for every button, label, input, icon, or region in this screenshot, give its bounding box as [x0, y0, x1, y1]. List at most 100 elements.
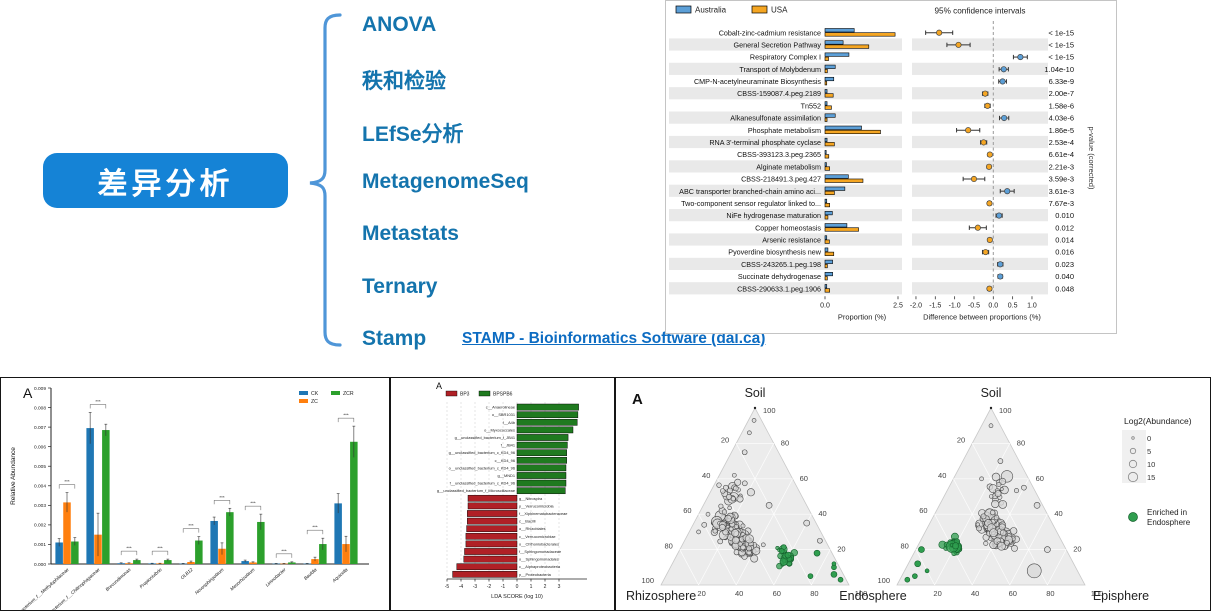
lefse-bar-row: c__Alphaproteobacteria	[456, 563, 561, 571]
abund-bar-CK	[334, 503, 342, 564]
stamp-diff-dot	[982, 90, 989, 97]
abund-bar-ZCR	[226, 512, 234, 564]
stamp-p-value: 0.010	[1055, 211, 1074, 220]
sig-stars: ***	[188, 523, 194, 528]
svg-text:0.5: 0.5	[1008, 302, 1018, 309]
lefse-taxon-label: g__unclassified_bacterium_c_KD4_96	[449, 450, 515, 455]
lefse-bar-row: g__unclassified_bacterium_f_JB41	[455, 434, 569, 441]
abund-bar-ZCR	[102, 430, 110, 564]
stamp-diff-dot	[997, 261, 1004, 268]
svg-text:0.000: 0.000	[34, 562, 46, 568]
abund-x-label: Brevundimonas	[105, 567, 133, 593]
abund-bar-CK	[272, 563, 280, 565]
stamp-row: CBSS-393123.3.peg.2365 6.61e-4	[737, 150, 1074, 159]
lefse-taxon-label: c__Verrucomicrobiae	[519, 534, 556, 539]
lefse-bar-row: o__Myxococcales	[484, 426, 574, 434]
svg-text:0.0: 0.0	[820, 302, 830, 309]
svg-text:80: 80	[664, 542, 672, 551]
size-legend-label: 0	[1147, 434, 1151, 443]
abund-bar-ZCR	[71, 541, 79, 564]
lefse-taxon-label: f__unclassified_bacterium_c_KD4_96	[450, 481, 515, 486]
stamp-bar-australia	[824, 125, 862, 130]
method-item-5: Ternary	[362, 274, 438, 298]
abund-bar-ZCR	[195, 540, 203, 564]
lefse-bar-row: f__A4b	[503, 418, 578, 426]
abundance-chart: 0.000 0.001 0.002 0.003 0.004 0.005 0.006 0.007…	[0, 385, 369, 612]
stamp-row: General Secretion Pathway < 1e-15	[734, 40, 1074, 49]
svg-text:3: 3	[558, 584, 561, 590]
svg-text:60: 60	[919, 506, 927, 515]
lefse-taxon-label: o__Myxococcales	[484, 427, 515, 432]
stamp-diff-dot	[986, 151, 993, 158]
stamp-bar-australia	[824, 284, 828, 289]
stamp-feature-label: Arsenic resistance	[762, 236, 821, 245]
stamp-feature-label: Cobalt-zinc-cadmium resistance	[719, 28, 821, 37]
lefse-bar-row: o__unclassified_bacterium_c_KD4_96	[449, 464, 567, 472]
svg-text:100: 100	[641, 576, 654, 585]
stamp-diff-dot	[997, 273, 1004, 280]
sig-bracket	[58, 484, 76, 489]
stamp-bar-australia	[824, 186, 846, 191]
stamp-p-value: 6.33e-9	[1049, 77, 1074, 86]
sig-bracket	[244, 505, 262, 511]
abund-bar-CK	[179, 563, 187, 565]
lefse-taxon-label: g__unclassified_bacterium_f_JB41	[455, 435, 515, 440]
svg-text:0.003: 0.003	[34, 503, 46, 509]
stamp-software-link[interactable]: STAMP - Bioinformatics Software (dal.ca)	[462, 330, 766, 347]
svg-text:40: 40	[702, 471, 710, 480]
stamp-bar-usa	[824, 264, 828, 269]
abund-x-label: Limnobacter	[265, 567, 287, 588]
stamp-row: CBSS-218491.3.peg.427 3.59e-3	[741, 174, 1074, 184]
svg-text:80: 80	[781, 438, 789, 447]
stamp-bar-australia	[824, 113, 836, 118]
abund-bar-ZC	[249, 562, 257, 564]
ternary-panel-letter: A	[632, 391, 643, 408]
lefse-taxon-label: f__Xiphinematobacteraceae	[519, 511, 567, 516]
stamp-bar-australia	[824, 28, 855, 33]
lefse-taxon-label: g__unclassified_bacterium_f_Microscillac…	[437, 488, 515, 493]
svg-text:80: 80	[1046, 589, 1054, 598]
stamp-xlabel-right: Difference between proportions (%)	[923, 312, 1041, 321]
svg-text:1: 1	[530, 584, 533, 590]
lefse-legend-swatch-bpspb6	[478, 390, 491, 397]
sig-bracket	[182, 528, 200, 533]
abund-bar-CK	[241, 561, 249, 564]
svg-text:-1: -1	[501, 584, 506, 590]
lefse-taxon-label: o__Rhizobiales	[519, 526, 546, 531]
stamp-bar-australia	[824, 64, 836, 69]
stamp-feature-label: CBSS-159087.4.peg.2189	[737, 89, 821, 98]
abund-bar-CK	[55, 542, 63, 564]
enriched-legend-dot	[1128, 512, 1138, 522]
method-item-3: MetagenomeSeq	[362, 169, 529, 193]
svg-text:100: 100	[999, 406, 1012, 415]
lefse-bar-row: c__KD4_96	[495, 456, 567, 464]
size-legend-label: 15	[1147, 473, 1155, 482]
stamp-p-value: < 1e-15	[1048, 40, 1074, 49]
method-item-6: Stamp	[362, 326, 427, 350]
svg-text:-1.0: -1.0	[949, 302, 961, 309]
svg-text:-2: -2	[487, 584, 492, 590]
abund-bar-ZC	[218, 548, 226, 564]
stamp-bar-usa	[824, 117, 828, 122]
stamp-bar-australia	[824, 235, 828, 240]
svg-text:40: 40	[938, 471, 946, 480]
svg-text:60: 60	[773, 589, 781, 598]
svg-text:20: 20	[933, 589, 941, 598]
abund-x-label: Propionivibrio	[139, 567, 163, 590]
sig-stars: ***	[64, 479, 70, 484]
abund-bar-CK	[303, 563, 311, 565]
svg-text:80: 80	[900, 542, 908, 551]
svg-text:20: 20	[697, 589, 705, 598]
stamp-p-value: < 1e-15	[1048, 28, 1074, 37]
abund-group: *** Propionivibrio	[139, 546, 172, 590]
size-legend-circle	[1128, 459, 1138, 469]
abund-group: *** Aquicella	[331, 413, 358, 584]
stamp-bar-usa	[824, 276, 828, 281]
abund-bar-CK	[148, 563, 156, 564]
stamp-row: RNA 3'-terminal phosphate cyclase 2.53e-4	[709, 137, 1074, 147]
lefse-bar-row: g__Nitrospira	[467, 494, 543, 502]
size-legend-circle	[1131, 436, 1135, 440]
abund-legend-label: CK	[311, 391, 319, 397]
stamp-bar-usa	[824, 239, 830, 244]
stamp-p-value: 1.58e-6	[1049, 101, 1074, 110]
